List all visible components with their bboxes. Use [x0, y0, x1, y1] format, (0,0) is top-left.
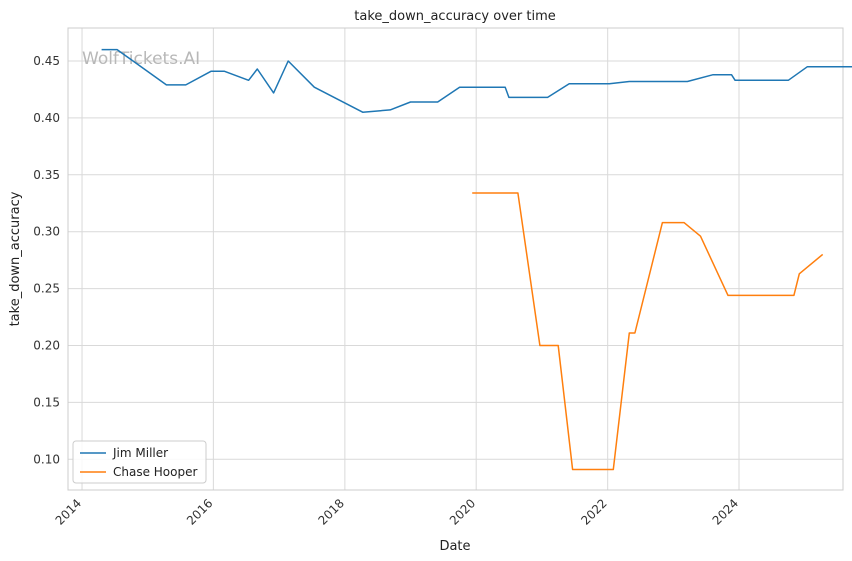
series-line-jim-miller: [101, 48, 852, 113]
y-tick-label: 0.45: [33, 54, 60, 68]
chart-title: take_down_accuracy over time: [354, 9, 555, 24]
y-tick-label: 0.35: [33, 168, 60, 182]
legend-label-chase-hooper: Chase Hooper: [113, 465, 197, 479]
legend: Jim Miller Chase Hooper: [72, 440, 207, 484]
y-tick-labels: 0.10 0.15 0.20 0.25 0.30 0.35 0.40 0.45: [33, 54, 60, 466]
y-axis-title: take_down_accuracy: [8, 191, 23, 326]
watermark-text: WolfTickets.AI: [82, 49, 200, 69]
y-tick-label: 0.25: [33, 282, 60, 296]
plot-area-frame: [67, 27, 844, 491]
y-tick-label: 0.15: [33, 395, 60, 409]
y-tick-label: 0.10: [33, 452, 60, 466]
series-line-chase-hooper: [472, 192, 824, 471]
x-axis-title: Date: [439, 539, 470, 554]
y-tick-label: 0.40: [33, 111, 60, 125]
legend-label-jim-miller: Jim Miller: [112, 446, 168, 460]
y-tick-label: 0.30: [33, 225, 60, 239]
legend-box: [72, 440, 207, 484]
grid: [68, 28, 843, 490]
y-tick-label: 0.20: [33, 338, 60, 352]
series-lines: [101, 48, 852, 471]
